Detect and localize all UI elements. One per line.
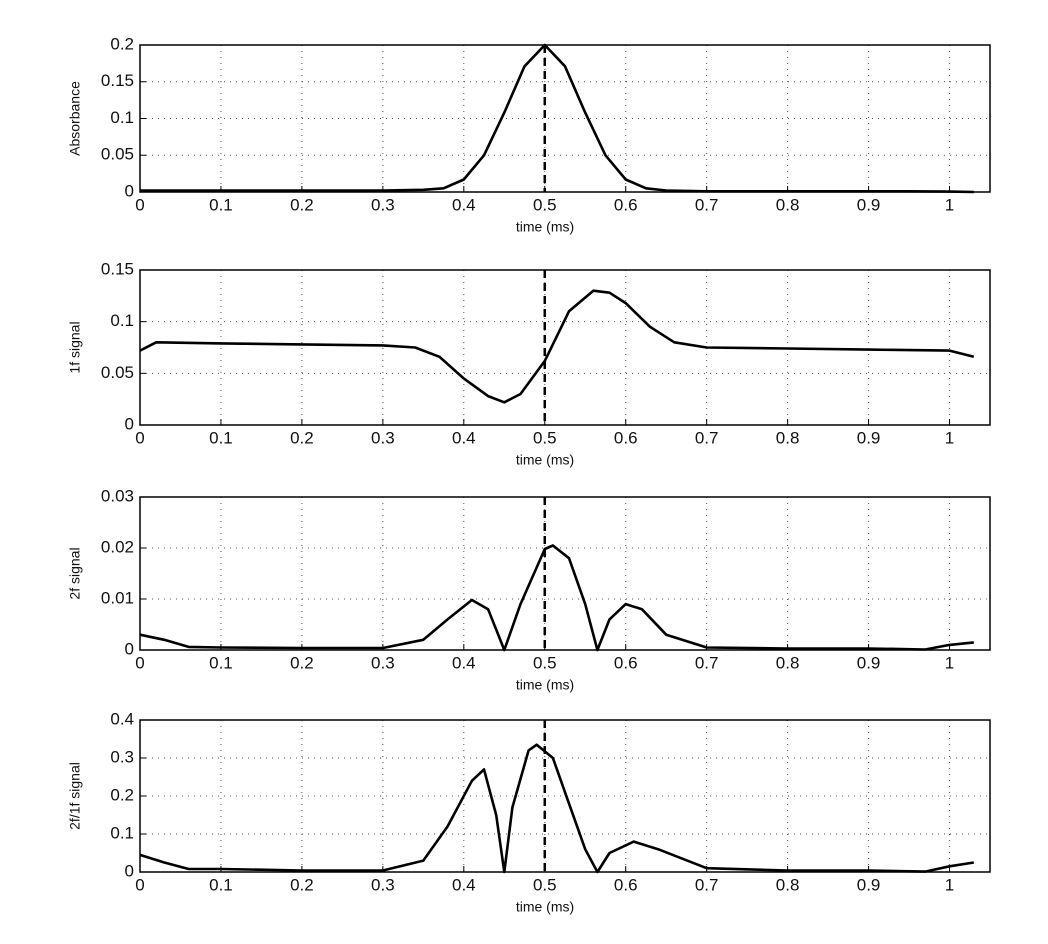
y-tick-label: 0 bbox=[125, 414, 134, 433]
x-tick-label: 0 bbox=[135, 653, 144, 672]
y-tick-label: 0.15 bbox=[101, 71, 134, 90]
plot-frame bbox=[139, 719, 991, 873]
x-tick-label: 0.7 bbox=[695, 195, 719, 214]
x-tick-label: 0.8 bbox=[776, 653, 800, 672]
x-tick-label: 0.7 bbox=[695, 875, 719, 894]
x-tick-label: 0.5 bbox=[533, 428, 557, 447]
x-tick-label: 0.9 bbox=[857, 428, 881, 447]
x-tick-label: 0.7 bbox=[695, 653, 719, 672]
x-tick-label: 0.4 bbox=[452, 653, 476, 672]
plot-frame bbox=[139, 496, 991, 651]
y-tick-label: 0.4 bbox=[110, 709, 134, 728]
y-tick-label: 0.05 bbox=[101, 363, 134, 382]
x-axis-label: time (ms) bbox=[516, 452, 574, 468]
x-tick-label: 0.7 bbox=[695, 428, 719, 447]
x-tick-label: 0.5 bbox=[533, 195, 557, 214]
y-tick-label: 0.2 bbox=[110, 34, 134, 53]
y-axis-label: 2f signal bbox=[67, 547, 83, 599]
x-tick-label: 0.9 bbox=[857, 653, 881, 672]
x-tick-label: 0.2 bbox=[290, 875, 314, 894]
x-tick-label: 0.8 bbox=[776, 875, 800, 894]
x-tick-label: 0 bbox=[135, 875, 144, 894]
x-tick-label: 0 bbox=[135, 195, 144, 214]
plot-frame bbox=[139, 269, 991, 426]
x-tick-label: 0.4 bbox=[452, 428, 476, 447]
y-tick-label: 0 bbox=[125, 639, 134, 658]
y-axis-label: 1f signal bbox=[67, 321, 83, 373]
y-tick-label: 0.1 bbox=[110, 311, 134, 330]
y-tick-label: 0.03 bbox=[101, 486, 134, 505]
x-axis-label: time (ms) bbox=[516, 219, 574, 235]
plot-frame bbox=[139, 44, 991, 193]
x-tick-label: 0.6 bbox=[614, 653, 638, 672]
x-tick-label: 0.5 bbox=[533, 875, 557, 894]
y-tick-label: 0.1 bbox=[110, 108, 134, 127]
y-tick-label: 0 bbox=[125, 861, 134, 880]
x-tick-label: 0 bbox=[135, 428, 144, 447]
x-tick-label: 0.2 bbox=[290, 195, 314, 214]
y-tick-label: 0 bbox=[125, 181, 134, 200]
x-tick-label: 1 bbox=[945, 875, 954, 894]
x-axis-label: time (ms) bbox=[516, 899, 574, 915]
x-axis-label: time (ms) bbox=[516, 677, 574, 693]
x-tick-label: 0.5 bbox=[533, 653, 557, 672]
x-tick-label: 0.4 bbox=[452, 195, 476, 214]
x-tick-label: 1 bbox=[945, 428, 954, 447]
x-tick-label: 0.1 bbox=[209, 195, 233, 214]
x-tick-label: 0.6 bbox=[614, 428, 638, 447]
x-tick-label: 0.8 bbox=[776, 428, 800, 447]
x-tick-label: 0.9 bbox=[857, 195, 881, 214]
y-tick-label: 0.3 bbox=[110, 747, 134, 766]
x-tick-label: 0.9 bbox=[857, 875, 881, 894]
y-tick-label: 0.05 bbox=[101, 145, 134, 164]
y-axis-label: 2f/1f signal bbox=[67, 762, 83, 830]
data-line bbox=[140, 43, 974, 194]
data-line bbox=[139, 289, 975, 404]
x-tick-label: 0.2 bbox=[290, 653, 314, 672]
x-tick-label: 0.1 bbox=[209, 875, 233, 894]
y-tick-label: 0.1 bbox=[110, 823, 134, 842]
x-tick-label: 0.2 bbox=[290, 428, 314, 447]
x-tick-label: 1 bbox=[945, 195, 954, 214]
x-tick-label: 0.8 bbox=[776, 195, 800, 214]
x-tick-label: 0.3 bbox=[371, 195, 395, 214]
x-tick-label: 0.4 bbox=[452, 875, 476, 894]
x-tick-label: 1 bbox=[945, 653, 954, 672]
x-tick-label: 0.3 bbox=[371, 428, 395, 447]
x-tick-label: 0.1 bbox=[209, 428, 233, 447]
x-tick-label: 0.6 bbox=[614, 195, 638, 214]
x-tick-label: 0.6 bbox=[614, 875, 638, 894]
y-axis-label: Absorbance bbox=[67, 81, 83, 156]
x-tick-label: 0.3 bbox=[371, 653, 395, 672]
y-tick-label: 0.01 bbox=[101, 588, 134, 607]
x-tick-label: 0.3 bbox=[371, 875, 395, 894]
y-tick-label: 0.15 bbox=[101, 259, 134, 278]
y-tick-label: 0.02 bbox=[101, 537, 134, 556]
y-tick-label: 0.2 bbox=[110, 785, 134, 804]
x-tick-label: 0.1 bbox=[209, 653, 233, 672]
data-line bbox=[139, 544, 974, 652]
data-line bbox=[139, 743, 975, 874]
